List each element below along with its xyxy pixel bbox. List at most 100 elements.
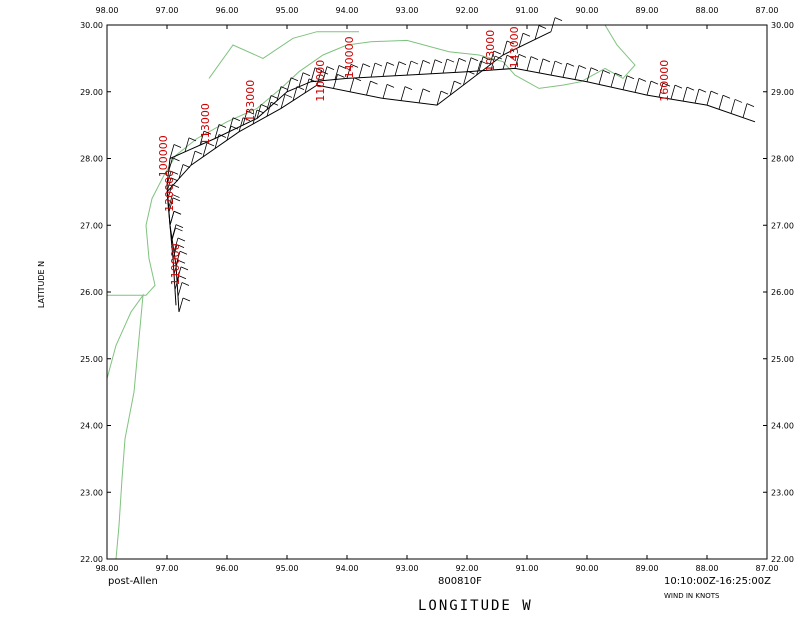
wind-barb-staff (214, 124, 220, 139)
y-tick-label-right: 29.00 (771, 88, 794, 97)
y-tick-label-left: 25.00 (80, 355, 103, 364)
wind-barb-flag (722, 94, 731, 99)
wind-barb-flag (614, 72, 623, 77)
x-tick-label-bottom: 92.00 (456, 564, 479, 573)
x-tick-label-bottom: 93.00 (396, 564, 419, 573)
wind-barb-staff (173, 237, 179, 253)
wind-barb-staff (184, 137, 190, 152)
wind-barb-staff (658, 82, 664, 98)
wind-barb-flag (353, 77, 362, 82)
wind-barb-flag (218, 124, 227, 128)
x-tick-label-top: 97.00 (156, 6, 179, 15)
wind-barb-flag (506, 54, 515, 59)
wind-barb-staff (586, 67, 592, 82)
wind-barb-flag (662, 82, 671, 87)
y-tick-label-left: 22.00 (80, 555, 103, 564)
wind-barb-staff (706, 90, 712, 106)
wind-barb-staff (168, 197, 174, 213)
wind-barb-flag (172, 197, 181, 202)
axis-ticks: 98.00 98.00 97.00 97.00 96.00 96.00 95.00 95.00… (80, 6, 794, 573)
wind-barb-staff (199, 131, 205, 146)
wind-barb-staff (418, 60, 424, 75)
time-label: 110000 (169, 243, 182, 285)
wind-barb-staff (538, 58, 544, 73)
wind-barb-staff (316, 70, 322, 86)
wind-barb-staff (370, 62, 376, 78)
x-tick-label-top: 91.00 (516, 6, 539, 15)
wind-barb-flag (398, 61, 407, 66)
wind-barb-flag (230, 125, 239, 130)
wind-barb-staff (214, 134, 220, 149)
y-tick-label-left: 29.00 (80, 88, 103, 97)
wind-barb-flag (320, 70, 329, 75)
wind-barb-staff (334, 65, 340, 80)
time-label: 100000 (157, 135, 170, 177)
wind-barb-flag (422, 88, 431, 93)
wind-barb-staff (292, 86, 298, 101)
wind-barb-flag (458, 58, 467, 62)
wind-barb-flag (246, 110, 255, 115)
y-tick-label-right: 22.00 (771, 555, 794, 564)
wind-barb-flag (180, 266, 189, 271)
mexico-coast (106, 293, 144, 560)
wind-barb-flag (194, 150, 203, 155)
wind-barb-flag (470, 57, 479, 62)
wind-barb-flag (374, 62, 383, 67)
wind-barb-staff (358, 63, 364, 78)
wind-barb-flag (302, 72, 311, 77)
wind-barb-flag (270, 95, 279, 99)
wind-barb-flag (370, 80, 378, 85)
wind-barb-staff (634, 78, 640, 93)
wind-barb-staff (202, 142, 208, 157)
wind-barb-flag (173, 144, 182, 148)
wind-barb-flag (175, 224, 184, 228)
wind-barb-staff (322, 66, 328, 81)
wind-barb-flag (337, 74, 345, 78)
wind-barb-staff (490, 55, 496, 71)
wind-barb-staff (518, 33, 524, 48)
wind-barb-staff (333, 74, 338, 89)
time-label: 103000 (484, 30, 497, 72)
wind-barb-staff (382, 62, 388, 77)
wind-barb-staff (502, 55, 508, 70)
y-tick-label-right: 30.00 (771, 21, 794, 30)
wind-barb-flag (626, 75, 635, 80)
wind-barb-flag (467, 70, 475, 75)
wind-barb-staff (550, 60, 556, 76)
x-tick-label-top: 94.00 (336, 6, 359, 15)
wind-barb-flag (173, 210, 182, 215)
wind-barb-flag (270, 101, 279, 106)
wind-barb-staff (742, 103, 748, 118)
wind-barb-flag (506, 40, 515, 45)
y-tick-label-left: 24.00 (80, 422, 103, 431)
storm-name: post-Allen (108, 576, 158, 587)
time-label: 110000 (314, 60, 327, 102)
wind-barb-flag (440, 90, 449, 95)
wind-barb-staff (280, 94, 286, 109)
wind-barb-staff (562, 63, 568, 78)
wind-barb-staff (394, 61, 400, 76)
wind-barb-staff (463, 70, 468, 86)
y-tick-label-left: 23.00 (80, 488, 103, 497)
wind-barb-staff (489, 50, 495, 66)
wind-barb-flag (176, 244, 185, 248)
x-tick-label-bottom: 91.00 (516, 564, 539, 573)
y-tick-label-right: 25.00 (771, 355, 794, 364)
wind-barb-flag (178, 275, 187, 280)
wind-barb-staff (304, 78, 310, 93)
wind-barb-flag (590, 67, 599, 72)
wind-barb-flag (170, 177, 179, 182)
y-tick-label-right: 27.00 (771, 221, 794, 230)
wind-barb-staff (178, 297, 184, 313)
wind-barb-staff (418, 88, 424, 103)
x-tick-label-bottom: 88.00 (696, 564, 719, 573)
wind-barb-flag (314, 67, 323, 72)
wind-barb-staff (646, 80, 652, 96)
wind-barb-staff (238, 117, 244, 132)
y-tick-label-right: 26.00 (771, 288, 794, 297)
wind-barb-flag (172, 157, 180, 162)
wind-barb-staff (190, 151, 196, 166)
wind-barb-staff (478, 56, 484, 72)
wind-barb-staff (622, 75, 628, 90)
